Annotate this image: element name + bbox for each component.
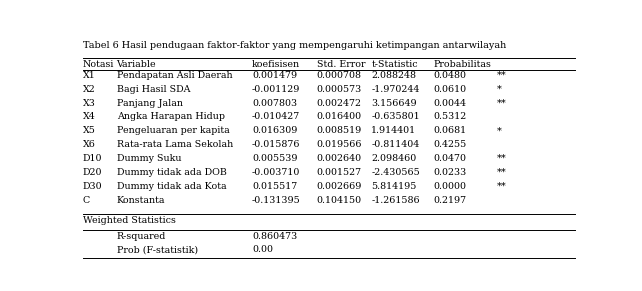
Text: 0.002669: 0.002669 <box>317 182 362 191</box>
Text: X3: X3 <box>83 99 96 108</box>
Text: Konstanta: Konstanta <box>117 196 165 205</box>
Text: *: * <box>497 85 502 94</box>
Text: -2.430565: -2.430565 <box>371 168 420 177</box>
Text: -0.811404: -0.811404 <box>371 140 420 149</box>
Text: Dummy tidak ada Kota: Dummy tidak ada Kota <box>117 182 226 191</box>
Text: **: ** <box>497 154 507 163</box>
Text: 0.5312: 0.5312 <box>433 112 467 121</box>
Text: 0.002472: 0.002472 <box>317 99 361 108</box>
Text: **: ** <box>497 71 507 80</box>
Text: Pendapatan Asli Daerah: Pendapatan Asli Daerah <box>117 71 232 80</box>
Text: X5: X5 <box>83 126 96 135</box>
Text: -0.635801: -0.635801 <box>371 112 420 121</box>
Text: 0.001527: 0.001527 <box>317 168 361 177</box>
Text: Dummy tidak ada DOB: Dummy tidak ada DOB <box>117 168 227 177</box>
Text: -1.970244: -1.970244 <box>371 85 420 94</box>
Text: -0.010427: -0.010427 <box>252 112 300 121</box>
Text: X2: X2 <box>83 85 96 94</box>
Text: Prob (F-statistik): Prob (F-statistik) <box>117 245 198 254</box>
Text: C: C <box>83 196 90 205</box>
Text: Tabel 6 Hasil pendugaan faktor-faktor yang mempengaruhi ketimpangan antarwilayah: Tabel 6 Hasil pendugaan faktor-faktor ya… <box>83 40 506 49</box>
Text: -0.015876: -0.015876 <box>252 140 300 149</box>
Text: 0.002640: 0.002640 <box>317 154 361 163</box>
Text: 3.156649: 3.156649 <box>371 99 417 108</box>
Text: 2.098460: 2.098460 <box>371 154 417 163</box>
Text: -0.003710: -0.003710 <box>252 168 300 177</box>
Text: 0.0610: 0.0610 <box>433 85 467 94</box>
Text: 0.007803: 0.007803 <box>252 99 297 108</box>
Text: **: ** <box>497 182 507 191</box>
Text: 0.019566: 0.019566 <box>317 140 362 149</box>
Text: D20: D20 <box>83 168 102 177</box>
Text: Angka Harapan Hidup: Angka Harapan Hidup <box>117 112 225 121</box>
Text: 0.015517: 0.015517 <box>252 182 297 191</box>
Text: Bagi Hasil SDA: Bagi Hasil SDA <box>117 85 190 94</box>
Text: X4: X4 <box>83 112 96 121</box>
Text: Weighted Statistics: Weighted Statistics <box>83 217 176 226</box>
Text: Rata-rata Lama Sekolah: Rata-rata Lama Sekolah <box>117 140 233 149</box>
Text: -1.261586: -1.261586 <box>371 196 420 205</box>
Text: 0.104150: 0.104150 <box>317 196 361 205</box>
Text: 0.000573: 0.000573 <box>317 85 362 94</box>
Text: 0.0000: 0.0000 <box>433 182 467 191</box>
Text: Variable: Variable <box>117 60 156 69</box>
Text: 0.00: 0.00 <box>252 245 273 254</box>
Text: 0.001479: 0.001479 <box>252 71 297 80</box>
Text: Pengeluaran per kapita: Pengeluaran per kapita <box>117 126 229 135</box>
Text: Probabilitas: Probabilitas <box>433 60 491 69</box>
Text: -0.001129: -0.001129 <box>252 85 300 94</box>
Text: **: ** <box>497 99 507 108</box>
Text: 0.000708: 0.000708 <box>317 71 361 80</box>
Text: 0.0233: 0.0233 <box>433 168 467 177</box>
Text: 5.814195: 5.814195 <box>371 182 417 191</box>
Text: D30: D30 <box>83 182 102 191</box>
Text: Dummy Suku: Dummy Suku <box>117 154 181 163</box>
Text: -0.131395: -0.131395 <box>252 196 300 205</box>
Text: 0.008519: 0.008519 <box>317 126 362 135</box>
Text: 2.088248: 2.088248 <box>371 71 416 80</box>
Text: 0.016400: 0.016400 <box>317 112 361 121</box>
Text: 0.0044: 0.0044 <box>433 99 467 108</box>
Text: koefisisen: koefisisen <box>252 60 300 69</box>
Text: 0.2197: 0.2197 <box>433 196 467 205</box>
Text: Notasi: Notasi <box>83 60 114 69</box>
Text: X6: X6 <box>83 140 96 149</box>
Text: *: * <box>497 126 502 135</box>
Text: Panjang Jalan: Panjang Jalan <box>117 99 182 108</box>
Text: R-squared: R-squared <box>117 232 166 241</box>
Text: 0.0681: 0.0681 <box>433 126 467 135</box>
Text: 0.0480: 0.0480 <box>433 71 467 80</box>
Text: X1: X1 <box>83 71 96 80</box>
Text: D10: D10 <box>83 154 102 163</box>
Text: **: ** <box>497 168 507 177</box>
Text: 0.4255: 0.4255 <box>433 140 467 149</box>
Text: 0.005539: 0.005539 <box>252 154 297 163</box>
Text: 0.0470: 0.0470 <box>433 154 467 163</box>
Text: t-Statistic: t-Statistic <box>371 60 418 69</box>
Text: Std. Error: Std. Error <box>317 60 365 69</box>
Text: 1.914401: 1.914401 <box>371 126 417 135</box>
Text: 0.860473: 0.860473 <box>252 232 297 241</box>
Text: 0.016309: 0.016309 <box>252 126 297 135</box>
